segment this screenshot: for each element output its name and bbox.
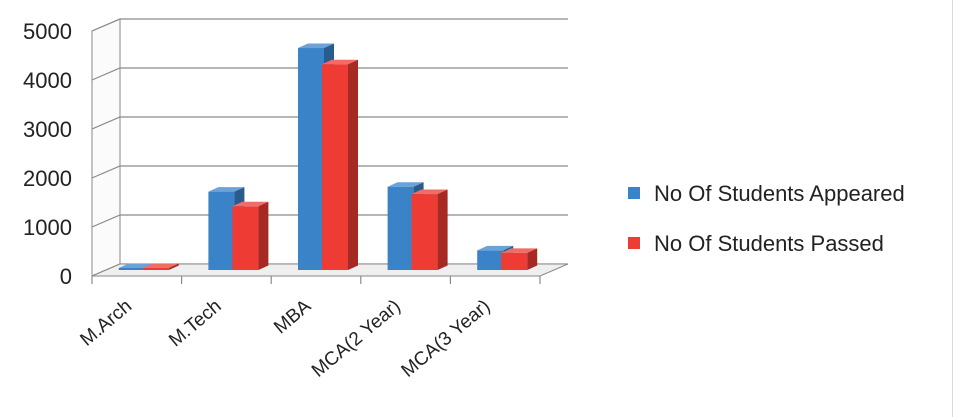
bars xyxy=(118,43,538,271)
bar-front xyxy=(477,250,504,270)
bar-top xyxy=(208,187,245,192)
x-tick-label: M.Arch xyxy=(76,296,136,351)
gridline xyxy=(91,116,568,130)
bar xyxy=(322,59,358,271)
bar-side xyxy=(527,248,538,270)
bar-front xyxy=(232,206,259,270)
chart-walls xyxy=(91,18,121,277)
bar-side xyxy=(168,263,179,270)
x-tick-label: MCA(2 Year) xyxy=(308,296,405,382)
bar-top xyxy=(477,245,514,251)
bar-top xyxy=(322,59,358,65)
bar-front xyxy=(118,268,145,270)
bar-front xyxy=(208,191,235,270)
gridline xyxy=(91,18,568,32)
bar-front xyxy=(387,186,414,270)
bar-front xyxy=(501,252,528,270)
bar-top xyxy=(411,189,448,195)
x-tick-label: M.Tech xyxy=(165,296,225,351)
legend-label: No Of Students Passed xyxy=(654,231,884,256)
x-tick-label: MCA(3 Year) xyxy=(398,296,495,382)
bar-top xyxy=(142,263,179,268)
x-tick-label: MBA xyxy=(270,296,315,339)
bar-top xyxy=(501,248,538,253)
gridline xyxy=(91,67,568,81)
bar-side xyxy=(258,201,269,270)
legend-label: No Of Students Appeared xyxy=(654,181,905,206)
bar-top xyxy=(298,43,334,49)
bar-top xyxy=(387,182,424,187)
y-tick-label: 2000 xyxy=(23,166,72,191)
bar xyxy=(501,248,538,270)
bar-front xyxy=(411,194,438,270)
y-tick-label: 5000 xyxy=(23,19,72,44)
side-wall xyxy=(91,18,121,277)
bar-top xyxy=(232,201,269,207)
bar-front xyxy=(298,48,324,270)
bar-front xyxy=(142,268,169,270)
bar xyxy=(387,182,424,270)
bar-front xyxy=(322,64,348,270)
y-tick-label: 1000 xyxy=(23,215,72,240)
legend-swatch xyxy=(628,187,640,199)
y-tick-label: 4000 xyxy=(23,68,72,93)
bar xyxy=(142,263,179,270)
bar-side xyxy=(437,189,448,270)
gridline xyxy=(91,165,568,179)
y-axis-tick-labels: 0 1000 2000 3000 4000 5000 xyxy=(23,19,72,289)
bar-side xyxy=(348,59,358,271)
legend-swatch xyxy=(628,237,640,249)
axes xyxy=(91,276,541,284)
y-tick-label: 3000 xyxy=(23,117,72,142)
right-border xyxy=(952,0,953,417)
bar xyxy=(411,189,448,270)
legend: No Of Students Appeared No Of Students Pa… xyxy=(628,181,905,256)
bar xyxy=(232,201,269,270)
y-tick-label: 0 xyxy=(60,264,72,289)
